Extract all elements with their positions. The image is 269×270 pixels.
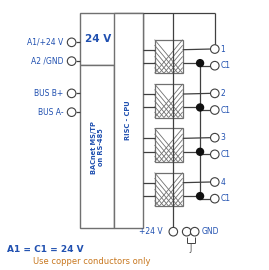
Text: C1: C1 [221, 150, 231, 159]
Text: 3: 3 [221, 133, 225, 142]
Bar [155, 128, 183, 162]
Text: 2: 2 [221, 89, 225, 98]
Text: +24 V: +24 V [139, 227, 162, 236]
Text: BACnet MS/TP
on RS-485: BACnet MS/TP on RS-485 [91, 121, 104, 174]
Circle shape [211, 45, 219, 53]
Bar [155, 40, 183, 73]
Circle shape [197, 104, 204, 111]
Circle shape [67, 38, 76, 47]
Bar [114, 13, 143, 228]
Circle shape [190, 227, 199, 236]
Text: BUS B+: BUS B+ [34, 89, 63, 98]
Circle shape [211, 61, 219, 70]
Circle shape [67, 57, 76, 65]
Text: C1: C1 [221, 61, 231, 70]
Bar [155, 173, 183, 206]
Text: A2 /GND: A2 /GND [31, 57, 63, 66]
Text: C1: C1 [221, 194, 231, 203]
Circle shape [211, 150, 219, 159]
Bar [80, 13, 143, 65]
Circle shape [211, 194, 219, 203]
Text: C1: C1 [221, 106, 231, 114]
Circle shape [211, 106, 219, 114]
Circle shape [197, 193, 204, 200]
Text: GND: GND [201, 227, 219, 236]
Circle shape [67, 108, 76, 116]
Text: 24 V: 24 V [85, 34, 111, 44]
Circle shape [67, 89, 76, 98]
Circle shape [169, 227, 178, 236]
Circle shape [197, 60, 204, 67]
Text: BUS A-: BUS A- [38, 108, 63, 117]
Circle shape [197, 148, 204, 155]
Text: 4: 4 [221, 177, 225, 187]
Text: A1/+24 V: A1/+24 V [27, 38, 63, 47]
Circle shape [211, 178, 219, 186]
Text: J: J [190, 244, 192, 253]
Text: RISC - CPU: RISC - CPU [125, 100, 131, 140]
Circle shape [211, 133, 219, 142]
Circle shape [211, 89, 219, 98]
Circle shape [182, 227, 191, 236]
Bar [155, 84, 183, 117]
Text: Use copper conductors only: Use copper conductors only [33, 257, 150, 266]
Text: 1: 1 [221, 45, 225, 53]
Text: A1 = C1 = 24 V: A1 = C1 = 24 V [7, 245, 84, 254]
Bar [80, 65, 114, 228]
